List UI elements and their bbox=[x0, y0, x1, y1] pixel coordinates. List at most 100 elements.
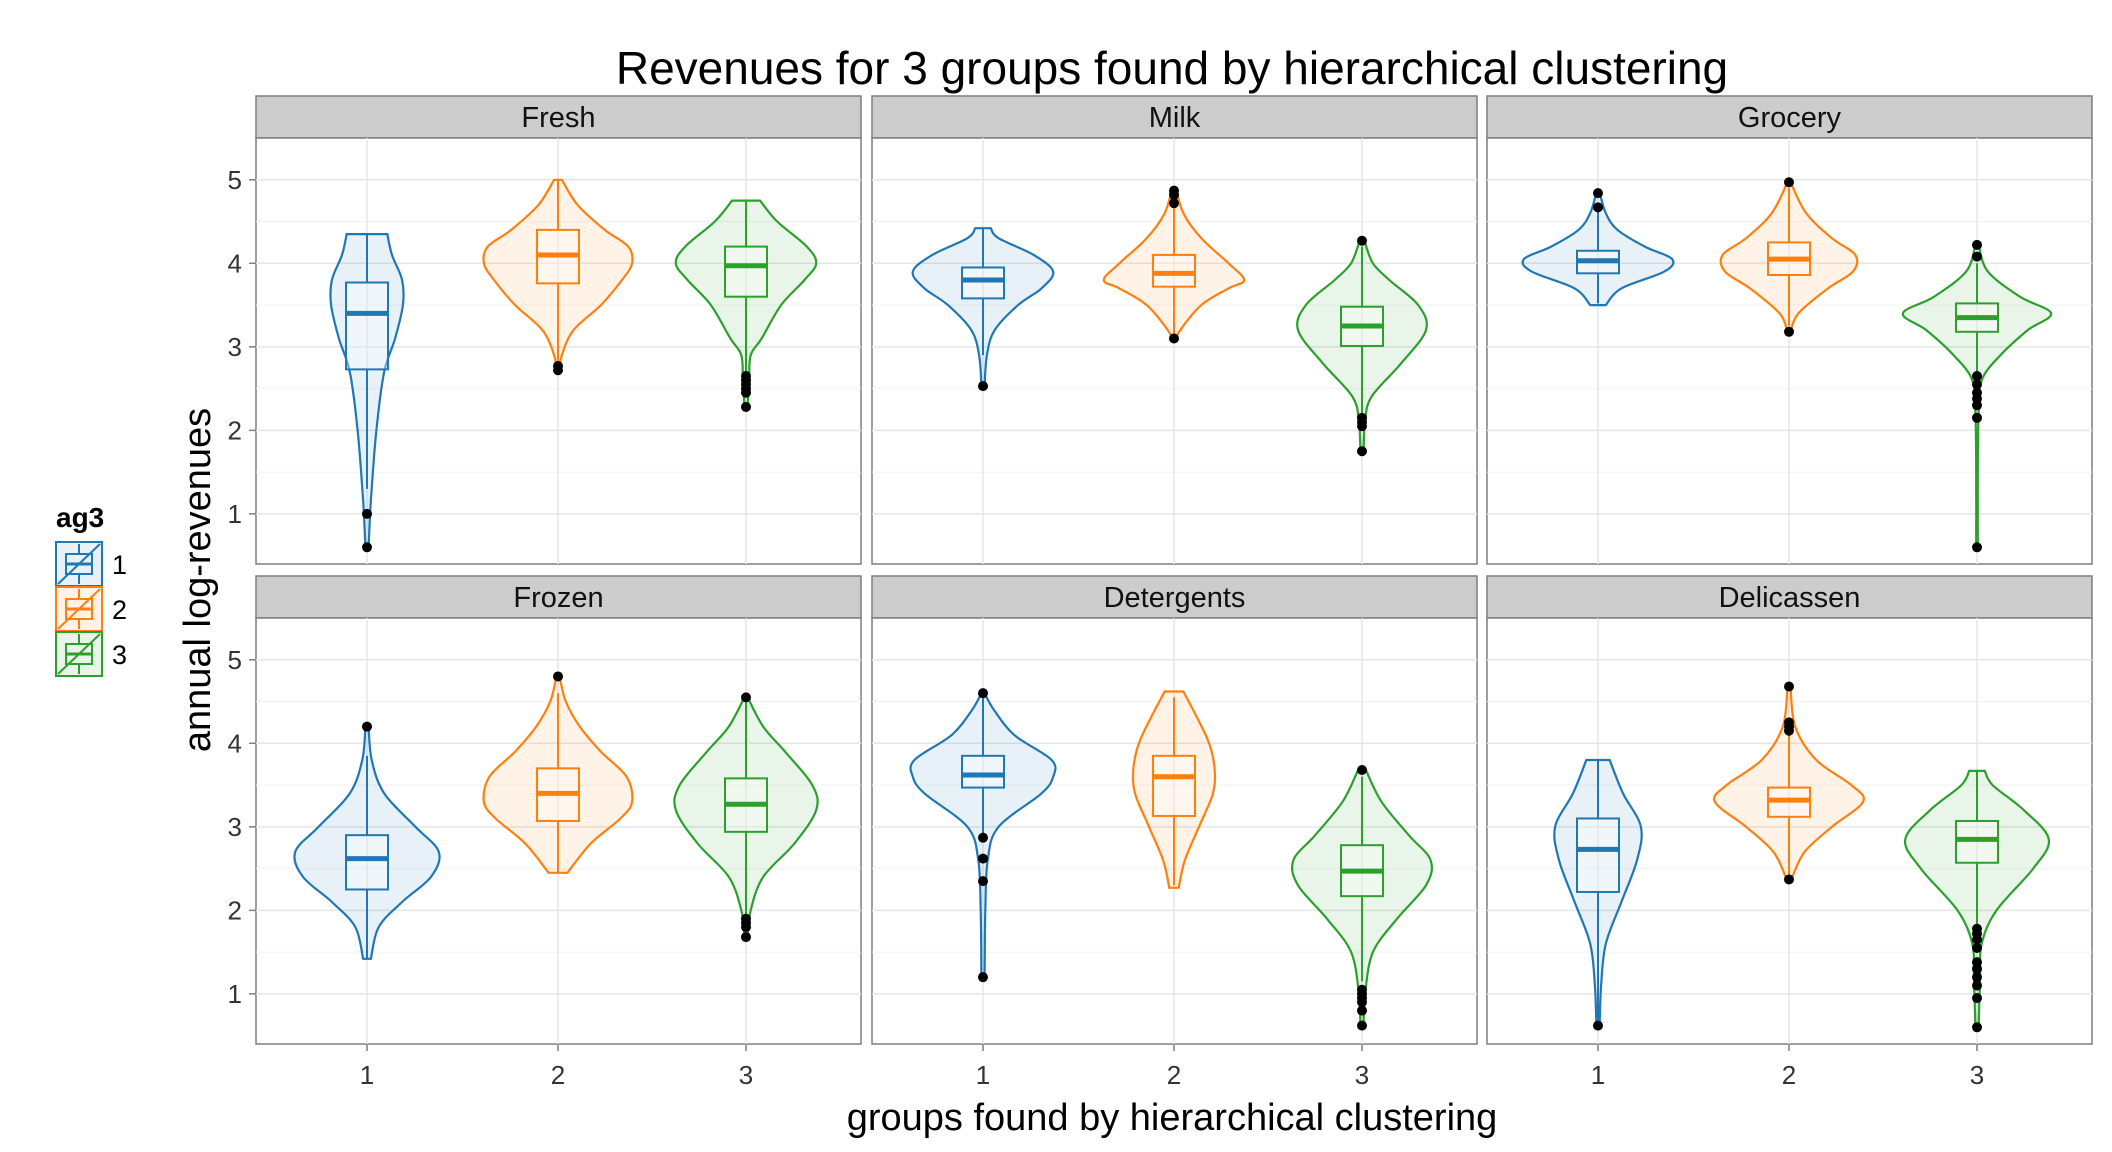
iqr-box bbox=[724, 245, 768, 298]
iqr-box bbox=[345, 281, 389, 371]
y-tick-label: 4 bbox=[228, 248, 242, 278]
iqr-box bbox=[1955, 819, 1999, 864]
x-axis-ticks: 1 2 3 1 2 3 1 2 3 bbox=[360, 1044, 1984, 1090]
y-axis-title: annual log-revenues bbox=[177, 408, 219, 752]
outlier-point bbox=[741, 922, 751, 933]
outlier-point bbox=[1357, 235, 1367, 246]
legend: ag3 1 2 3 bbox=[55, 502, 127, 677]
outlier-point bbox=[1972, 942, 1982, 953]
y-tick-label: 3 bbox=[228, 812, 242, 842]
outlier-point bbox=[362, 721, 372, 732]
violin-group-2 bbox=[1102, 185, 1246, 344]
outlier-point bbox=[1784, 874, 1794, 885]
violin-group-3 bbox=[1291, 765, 1433, 1031]
outlier-point bbox=[741, 387, 751, 398]
outlier-point bbox=[1357, 765, 1367, 776]
outlier-point bbox=[1972, 251, 1982, 262]
outlier-point bbox=[362, 508, 372, 519]
iqr-box bbox=[1152, 253, 1196, 288]
x-tick-label: 2 bbox=[1167, 1060, 1181, 1090]
y-tick-label: 1 bbox=[228, 979, 242, 1009]
y-tick-label: 1 bbox=[228, 499, 242, 529]
panel-fresh: Fresh bbox=[255, 95, 862, 565]
legend-key-2: 2 bbox=[55, 586, 127, 632]
x-tick-label: 3 bbox=[1355, 1060, 1369, 1090]
facet-strip bbox=[1486, 575, 2093, 619]
outlier-point bbox=[1972, 379, 1982, 390]
outlier-point bbox=[1784, 326, 1794, 337]
panel-frozen: Frozen bbox=[255, 575, 862, 1045]
x-tick-label: 3 bbox=[1970, 1060, 1984, 1090]
outlier-point bbox=[1357, 1020, 1367, 1031]
x-tick-label: 1 bbox=[360, 1060, 374, 1090]
outlier-point bbox=[1972, 400, 1982, 411]
facet-strip bbox=[871, 95, 1478, 139]
iqr-box bbox=[961, 754, 1005, 789]
x-axis-title: groups found by hierarchical clustering bbox=[847, 1097, 1498, 1139]
outlier-point bbox=[1972, 934, 1982, 945]
x-tick-label: 2 bbox=[551, 1060, 565, 1090]
panel-delicassen: Delicassen bbox=[1486, 575, 2093, 1045]
facet-strip-label: Milk bbox=[1149, 102, 1201, 134]
chart-title: Revenues for 3 groups found by hierarchi… bbox=[616, 42, 1728, 94]
legend-title: ag3 bbox=[56, 502, 104, 533]
outlier-point bbox=[741, 401, 751, 412]
outlier-point bbox=[1784, 725, 1794, 736]
violin bbox=[482, 178, 634, 373]
outlier-point bbox=[1972, 542, 1982, 553]
facet-strip-label: Detergents bbox=[1104, 582, 1246, 614]
outlier-point bbox=[1357, 997, 1367, 1008]
outlier-point bbox=[978, 688, 988, 699]
facet-strip-label: Frozen bbox=[513, 582, 603, 614]
outlier-point bbox=[1972, 993, 1982, 1004]
legend-label: 1 bbox=[112, 550, 127, 580]
y-tick-label: 2 bbox=[228, 895, 242, 925]
outlier-point bbox=[741, 932, 751, 943]
iqr-box bbox=[1576, 817, 1620, 893]
x-tick-label: 3 bbox=[739, 1060, 753, 1090]
iqr-box bbox=[1152, 754, 1196, 817]
legend-key-3: 3 bbox=[55, 631, 127, 677]
violin-group-2 bbox=[482, 671, 634, 874]
y-tick-label: 2 bbox=[228, 415, 242, 445]
facet-strip-label: Grocery bbox=[1738, 102, 1842, 134]
outlier-point bbox=[978, 853, 988, 864]
outlier-point bbox=[1593, 188, 1603, 199]
facet-strip-label: Fresh bbox=[521, 102, 595, 134]
facet-strip bbox=[871, 575, 1478, 619]
outlier-point bbox=[978, 381, 988, 392]
x-tick-label: 1 bbox=[1591, 1060, 1605, 1090]
outlier-point bbox=[1972, 963, 1982, 974]
facet-panels: Fresh Milk Grocery Frozen Detergents Delicass… bbox=[255, 95, 2093, 1045]
outlier-point bbox=[1357, 421, 1367, 432]
y-tick-label: 3 bbox=[228, 332, 242, 362]
outlier-point bbox=[1784, 177, 1794, 188]
y-tick-label: 4 bbox=[228, 728, 242, 758]
outlier-point bbox=[1972, 412, 1982, 423]
violin-group-1 bbox=[329, 233, 405, 553]
panel-milk: Milk bbox=[871, 95, 1478, 565]
outlier-point bbox=[1357, 446, 1367, 457]
violin-group-1 bbox=[911, 227, 1055, 392]
outlier-point bbox=[1972, 972, 1982, 983]
violin-group-1 bbox=[293, 721, 441, 960]
outlier-point bbox=[553, 365, 563, 376]
violin-group-1 bbox=[1521, 188, 1675, 307]
violin-group-1 bbox=[1553, 758, 1643, 1031]
y-axis-ticks: 1 2 3 4 5 1 2 3 4 5 bbox=[228, 165, 256, 1009]
violin bbox=[1131, 690, 1217, 889]
facet-strip bbox=[1486, 95, 2093, 139]
iqr-box bbox=[345, 834, 389, 891]
outlier-point bbox=[978, 832, 988, 843]
x-tick-label: 1 bbox=[976, 1060, 990, 1090]
outlier-point bbox=[362, 542, 372, 553]
y-tick-label: 5 bbox=[228, 165, 242, 195]
violin-group-2 bbox=[1131, 690, 1217, 889]
violin-group-3 bbox=[674, 199, 818, 412]
violin-group-3 bbox=[1296, 235, 1428, 457]
outlier-point bbox=[978, 972, 988, 983]
outlier-point bbox=[741, 692, 751, 703]
outlier-point bbox=[1593, 1020, 1603, 1031]
iqr-box bbox=[961, 266, 1005, 300]
